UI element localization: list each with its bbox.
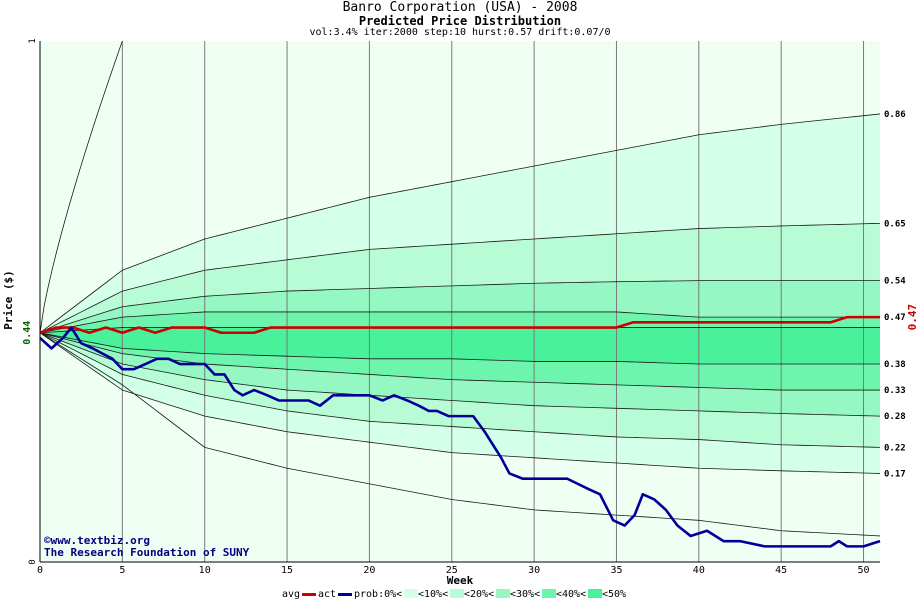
right-percentile-label: 0.54 (884, 277, 906, 287)
legend-swatch-p50 (588, 589, 602, 598)
series-lines (39, 315, 881, 548)
percentile-line-p10 (39, 332, 881, 448)
x-tick-label: 20 (363, 565, 375, 576)
percentile-line-p60 (39, 311, 880, 334)
legend-avg-label: avg (282, 589, 300, 600)
x-tick-label: 5 (119, 565, 125, 576)
legend-label-p20: <20%< (464, 589, 494, 600)
legend-label-p10: <10%< (418, 589, 448, 600)
band-10-upper (40, 113, 880, 333)
probability-bands (40, 41, 880, 562)
band-20-lower (40, 332, 880, 448)
legend-act-swatch (338, 593, 352, 596)
axes (39, 41, 880, 563)
right-percentile-label: 0.47 (884, 313, 906, 323)
x-tick-label: 50 (858, 565, 870, 576)
band-outer-upper (40, 41, 880, 333)
legend-label-p50: <50% (602, 589, 626, 600)
percentile-line-p20 (39, 332, 881, 417)
x-tick-label: 40 (693, 565, 705, 576)
credit-line-1: ©www.textbiz.org (44, 534, 150, 547)
start-price-label: 0.44 (22, 321, 33, 345)
x-tick-label: 10 (199, 565, 211, 576)
percentile-line-p30 (39, 332, 880, 391)
band-10-lower (40, 332, 880, 474)
chart-title: Banro Corporation (USA) - 2008 (342, 0, 578, 15)
x-tick-label: 0 (37, 565, 43, 576)
grid-lines (121, 41, 865, 562)
right-percentile-label: 0.38 (884, 360, 906, 370)
axis-labels: 0 5 10 15 20 25 30 35 40 45 50 0 1 Week Price ($) 0.44 0… (2, 38, 919, 587)
series-avg (39, 315, 880, 335)
y-tick-label: 0 (28, 559, 38, 564)
right-percentile-label: 0.33 (884, 386, 906, 396)
chart-params: vol:3.4% iter:2000 step:10 hurst:0.57 dr… (309, 27, 611, 38)
right-percentile-label: 0.22 (884, 443, 906, 453)
right-percentile-label: 0.17 (884, 469, 906, 479)
band-40-upper (40, 311, 880, 333)
series-act (39, 326, 881, 548)
y-axis-label: Price ($) (2, 270, 15, 330)
legend-act-label: act (318, 589, 336, 600)
legend-label-p40: <40%< (556, 589, 586, 600)
right-percentile-label: 0.28 (884, 412, 906, 422)
outer-lower-line (39, 332, 881, 537)
legend-swatch-p20 (450, 589, 464, 598)
legend-swatch-p10 (404, 589, 418, 598)
band-20-upper (40, 223, 880, 333)
credit-line-2: The Research Foundation of SUNY (44, 546, 250, 559)
x-axis-label: Week (447, 574, 474, 587)
percentile-line-p5 (39, 332, 881, 474)
y-tick-label: 1 (28, 38, 38, 43)
percentile-line-p70 (39, 280, 880, 334)
band-30-lower (40, 332, 880, 417)
x-tick-label: 35 (610, 565, 622, 576)
right-percentile-label: 0.86 (884, 110, 906, 120)
legend: avg act prob:0%< <10%< <20%< <30%< <40%< <50% (282, 589, 626, 600)
chart-subtitle: Predicted Price Distribution (358, 14, 562, 28)
legend-swatch-p40 (542, 589, 556, 598)
legend-avg-swatch (302, 593, 316, 596)
legend-label-p30: <30%< (510, 589, 540, 600)
x-tick-label: 15 (281, 565, 293, 576)
end-avg-label: 0.47 (906, 304, 919, 331)
legend-swatch-p30 (496, 589, 510, 598)
percentile-line-p80 (39, 222, 881, 334)
band-40-lower (40, 332, 880, 391)
percentile-line-p95 (39, 113, 881, 334)
outer-upper-line (39, 40, 123, 333)
x-tick-label: 30 (528, 565, 540, 576)
legend-prob-label: prob:0%< (354, 589, 402, 600)
right-percentile-label: 0.65 (884, 219, 906, 229)
x-tick-label: 45 (775, 565, 787, 576)
percentile-line-p40 (39, 332, 880, 365)
x-tick-label: 25 (446, 565, 458, 576)
